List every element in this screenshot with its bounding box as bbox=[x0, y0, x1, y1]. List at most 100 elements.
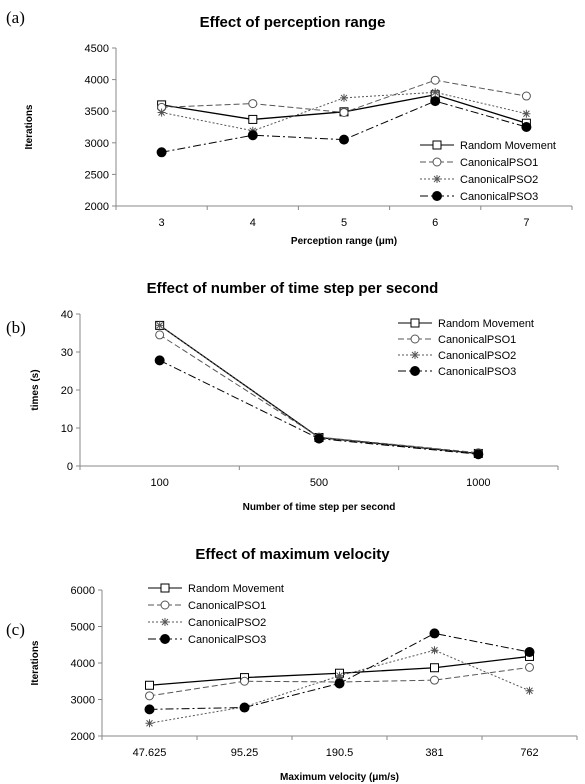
legend-entry: Random Movement bbox=[188, 583, 284, 595]
y-tick-label: 4000 bbox=[71, 658, 95, 670]
data-point bbox=[240, 676, 249, 686]
y-tick-label: 3000 bbox=[85, 138, 109, 150]
chart-svg-c: 2000 3000 4000 5000 6000 47.625 95.25 190.5 381 7… bbox=[30, 583, 578, 783]
data-point bbox=[145, 680, 154, 690]
data-point bbox=[247, 130, 258, 141]
y-tick-label: 5000 bbox=[71, 622, 95, 634]
data-point bbox=[145, 719, 154, 728]
x-tick-label: 190.5 bbox=[326, 747, 354, 759]
y-tick-label: 0 bbox=[67, 461, 73, 473]
data-point bbox=[521, 122, 532, 132]
series-4 bbox=[144, 628, 535, 715]
chart-panel-a: (a) Effect of perception range 2000 2500 3… bbox=[0, 0, 585, 262]
data-point bbox=[525, 686, 534, 695]
data-point bbox=[521, 91, 531, 101]
legend-entry: CanonicalPSO3 bbox=[460, 191, 538, 203]
chart-panel-c: (c) Effect of maximum velocity 2000 3000 4… bbox=[0, 530, 585, 784]
chart-title: Effect of maximum velocity bbox=[195, 546, 390, 563]
y-tick-label: 4500 bbox=[85, 43, 109, 55]
data-point bbox=[432, 140, 442, 150]
data-point bbox=[410, 366, 420, 376]
data-point bbox=[522, 109, 531, 118]
legend-entry: CanonicalPSO3 bbox=[188, 634, 266, 646]
data-point bbox=[432, 191, 442, 201]
legend-entry: Random Movement bbox=[438, 318, 534, 330]
legend-entry: CanonicalPSO2 bbox=[188, 617, 266, 629]
data-point bbox=[155, 321, 164, 330]
data-point bbox=[429, 628, 440, 639]
data-point bbox=[430, 646, 439, 655]
data-point bbox=[410, 318, 420, 328]
data-point bbox=[160, 600, 170, 610]
data-point bbox=[335, 671, 344, 680]
data-point bbox=[430, 663, 439, 673]
legend-entry: CanonicalPSO2 bbox=[438, 350, 516, 362]
legend: Random Movement CanonicalPSO1 CanonicalPSO… bbox=[398, 318, 534, 378]
y-axis-label: Iterations bbox=[30, 640, 41, 685]
data-point bbox=[334, 678, 345, 689]
data-point bbox=[340, 93, 348, 102]
x-tick-label: 3 bbox=[159, 217, 165, 229]
data-point bbox=[430, 96, 441, 107]
y-tick-label: 2000 bbox=[71, 731, 95, 743]
data-point bbox=[239, 702, 250, 713]
chart-panel-b: (b) Effect of number of time step per se… bbox=[0, 272, 585, 516]
data-point bbox=[156, 147, 167, 158]
data-point bbox=[525, 662, 534, 672]
y-tick-label: 2000 bbox=[85, 201, 109, 213]
panel-label: (a) bbox=[6, 8, 25, 27]
data-point bbox=[248, 99, 258, 109]
data-point bbox=[145, 691, 154, 701]
data-point bbox=[339, 134, 349, 145]
chart-svg-a: 2000 2500 3000 3500 4000 4500 3 4 5 6 7 Perception … bbox=[24, 43, 573, 247]
data-point bbox=[431, 88, 440, 97]
data-point bbox=[144, 704, 155, 715]
x-axis-label: Number of time step per second bbox=[243, 502, 396, 513]
data-point bbox=[160, 634, 170, 644]
y-tick-label: 10 bbox=[61, 423, 73, 435]
x-tick-label: 47.625 bbox=[133, 747, 167, 759]
y-axis-label: times (s) bbox=[30, 369, 41, 410]
data-point bbox=[432, 157, 442, 167]
x-tick-label: 381 bbox=[425, 747, 443, 759]
data-point bbox=[430, 75, 440, 85]
data-point bbox=[410, 334, 420, 344]
series-2 bbox=[157, 75, 531, 117]
data-point bbox=[248, 114, 258, 124]
x-tick-label: 5 bbox=[341, 217, 347, 229]
y-tick-label: 4000 bbox=[85, 75, 109, 87]
y-tick-label: 30 bbox=[61, 347, 73, 359]
x-tick-label: 95.25 bbox=[231, 747, 259, 759]
legend-entry: CanonicalPSO3 bbox=[438, 366, 516, 378]
series-line bbox=[159, 324, 479, 454]
series-4 bbox=[154, 355, 484, 460]
y-tick-label: 40 bbox=[61, 309, 73, 321]
x-tick-label: 4 bbox=[250, 217, 256, 229]
data-point bbox=[160, 583, 170, 593]
legend-entry: Random Movement bbox=[460, 140, 556, 152]
legend-entry: CanonicalPSO1 bbox=[438, 334, 516, 346]
data-point bbox=[411, 351, 419, 359]
x-tick-label: 500 bbox=[310, 477, 328, 489]
y-axis-label: Iterations bbox=[24, 104, 35, 149]
x-tick-label: 1000 bbox=[466, 477, 490, 489]
x-tick-label: 762 bbox=[520, 747, 538, 759]
data-point bbox=[157, 108, 166, 117]
series-4 bbox=[156, 96, 532, 158]
x-tick-label: 7 bbox=[523, 217, 529, 229]
data-point bbox=[339, 107, 349, 117]
chart-title: Effect of number of time step per second bbox=[146, 280, 439, 297]
chart-title: Effect of perception range bbox=[199, 14, 386, 31]
data-point bbox=[433, 175, 441, 183]
legend-entry: CanonicalPSO1 bbox=[460, 157, 538, 169]
y-tick-label: 3500 bbox=[85, 106, 109, 118]
legend: Random Movement CanonicalPSO1 CanonicalPSO… bbox=[420, 140, 556, 203]
data-point bbox=[524, 647, 535, 658]
panel-label: (c) bbox=[6, 620, 25, 639]
legend: Random Movement CanonicalPSO1 CanonicalPSO… bbox=[148, 583, 284, 646]
y-tick-label: 20 bbox=[61, 385, 73, 397]
y-tick-label: 2500 bbox=[85, 169, 109, 181]
data-point bbox=[155, 330, 165, 340]
data-point bbox=[473, 449, 484, 460]
data-point bbox=[161, 618, 169, 626]
